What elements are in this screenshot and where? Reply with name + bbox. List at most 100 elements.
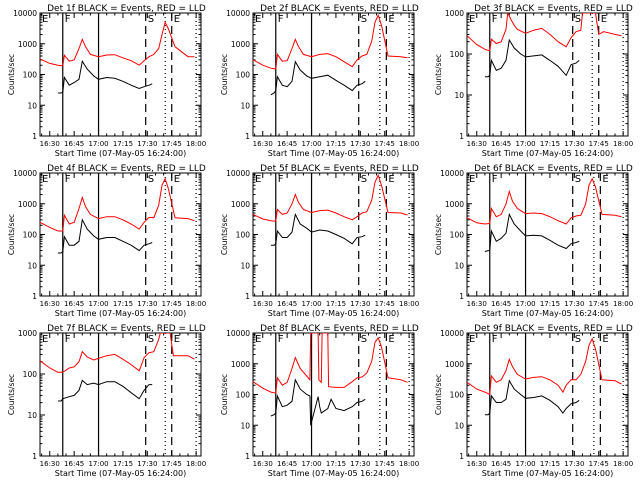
y-tick-label: 1000 — [231, 360, 250, 369]
y-tick-label: 1 — [459, 132, 464, 141]
marker-label: E — [469, 174, 475, 185]
x-tick-label: 16:45 — [277, 460, 297, 468]
x-tick-label: 18:00 — [186, 300, 206, 308]
y-tick-label: 1000 — [231, 40, 250, 49]
y-tick-label: 10 — [454, 91, 464, 100]
marker-label: E — [174, 334, 180, 345]
chart-title: Det 4f BLACK = Events, RED = LLD — [47, 164, 206, 174]
y-axis-label: Counts/sec — [434, 374, 443, 415]
y-tick-label: 1 — [32, 452, 37, 461]
x-tick-label: 16:45 — [277, 300, 297, 308]
x-tick-label: 16:45 — [277, 140, 297, 148]
y-tick-label: 10 — [27, 411, 37, 420]
marker-label: E — [255, 334, 261, 345]
marker-label: E — [255, 174, 261, 185]
series-line-events — [57, 59, 153, 94]
x-tick-label: 17:45 — [589, 460, 609, 468]
marker-label: E — [388, 334, 394, 345]
x-axis-label: Start Time (07-May-05 16:24:00) — [482, 149, 613, 158]
y-tick-label: 100 — [23, 231, 38, 240]
marker-label: S — [361, 14, 367, 25]
x-tick-label: 18:00 — [613, 300, 633, 308]
y-axis-label: Counts/sec — [7, 54, 16, 95]
series-line-lld — [253, 13, 408, 70]
series-line-lld — [253, 173, 408, 222]
series-line-events — [484, 212, 580, 252]
y-tick-label: 10 — [240, 101, 250, 110]
x-axis-label: Start Time (07-May-05 16:24:00) — [268, 309, 399, 318]
x-axis-label: Start Time (07-May-05 16:24:00) — [55, 469, 186, 478]
y-tick-label: 10 — [240, 261, 250, 270]
x-tick-label: 17:15 — [113, 140, 133, 148]
series-line-lld — [40, 20, 195, 67]
marker-label: F — [65, 174, 71, 185]
y-tick-label: 1 — [32, 132, 37, 141]
x-tick-label: 16:45 — [64, 460, 84, 468]
marker-label: F — [492, 334, 498, 345]
marker-label: E — [388, 174, 394, 185]
series-line-events — [270, 378, 366, 426]
y-tick-label: 10 — [27, 101, 37, 110]
y-tick-label: 10000 — [440, 169, 464, 178]
marker-label: S — [575, 14, 581, 25]
marker-label: F — [65, 334, 71, 345]
x-tick-label: 17:45 — [162, 460, 182, 468]
x-tick-label: 17:00 — [301, 140, 321, 148]
x-axis-label: Start Time (07-May-05 16:24:00) — [268, 469, 399, 478]
chart-panel: Det 7f BLACK = Events, RED = LLD 1 10 100 10… — [7, 324, 206, 478]
marker-label: E — [388, 14, 394, 25]
chart-panel: Det 2f BLACK = Events, RED = LLD 1 10 100 10… — [220, 4, 419, 158]
y-tick-label: 100 — [236, 71, 251, 80]
marker-label: S — [361, 174, 367, 185]
chart-panel: Det 1f BLACK = Events, RED = LLD 1 10 100 10… — [7, 4, 206, 158]
x-tick-label: 17:45 — [375, 300, 395, 308]
x-tick-label: 17:15 — [540, 460, 560, 468]
x-tick-label: 17:45 — [375, 140, 395, 148]
y-tick-label: 10 — [27, 261, 37, 270]
chart-panel: Det 4f BLACK = Events, RED = LLD 1 10 100 10… — [7, 164, 206, 318]
x-tick-label: 16:45 — [64, 300, 84, 308]
chart-title: Det 5f BLACK = Events, RED = LLD — [260, 164, 419, 174]
y-tick-label: 100 — [450, 231, 465, 240]
x-tick-label: 18:00 — [399, 300, 419, 308]
y-tick-label: 1 — [32, 292, 37, 301]
marker-label: F — [278, 174, 284, 185]
y-tick-label: 1000 — [445, 200, 464, 209]
marker-label: E — [174, 14, 180, 25]
marker-label: S — [148, 334, 154, 345]
y-tick-label: 100 — [23, 370, 38, 379]
x-tick-label: 17:30 — [350, 460, 370, 468]
chart-panel: Det 3f BLACK = Events, RED = LLD 1 10 100 10… — [434, 4, 633, 158]
y-tick-label: 100 — [450, 391, 465, 400]
x-tick-label: 16:45 — [64, 140, 84, 148]
x-tick-label: 17:00 — [515, 300, 535, 308]
x-tick-label: 18:00 — [399, 460, 419, 468]
y-tick-label: 1000 — [18, 200, 37, 209]
x-tick-label: 17:30 — [564, 300, 584, 308]
x-tick-label: 17:45 — [375, 460, 395, 468]
series-line-events — [484, 38, 580, 78]
y-tick-label: 1 — [245, 132, 250, 141]
chart-title: Det 6f BLACK = Events, RED = LLD — [474, 164, 633, 174]
marker-label: E — [42, 14, 48, 25]
y-axis-label: Counts/sec — [220, 214, 229, 255]
chart-title: Det 7f BLACK = Events, RED = LLD — [47, 324, 206, 334]
y-tick-label: 1 — [245, 452, 250, 461]
chart-title: Det 8f BLACK = Events, RED = LLD — [260, 324, 419, 334]
marker-label: S — [361, 334, 367, 345]
y-axis-label: Counts/sec — [7, 214, 16, 255]
y-tick-label: 10000 — [226, 329, 250, 338]
chart-title: Det 3f BLACK = Events, RED = LLD — [474, 4, 633, 14]
x-tick-label: 17:30 — [350, 140, 370, 148]
x-tick-label: 16:30 — [40, 300, 60, 308]
y-tick-label: 10 — [454, 261, 464, 270]
series-line-lld — [467, 337, 622, 396]
x-tick-label: 17:30 — [137, 140, 157, 148]
x-tick-label: 16:30 — [467, 460, 487, 468]
x-tick-label: 17:15 — [113, 300, 133, 308]
plot-frame — [466, 12, 629, 137]
x-tick-label: 17:30 — [350, 300, 370, 308]
series-line-events — [484, 379, 580, 416]
series-line-lld — [467, 177, 622, 225]
